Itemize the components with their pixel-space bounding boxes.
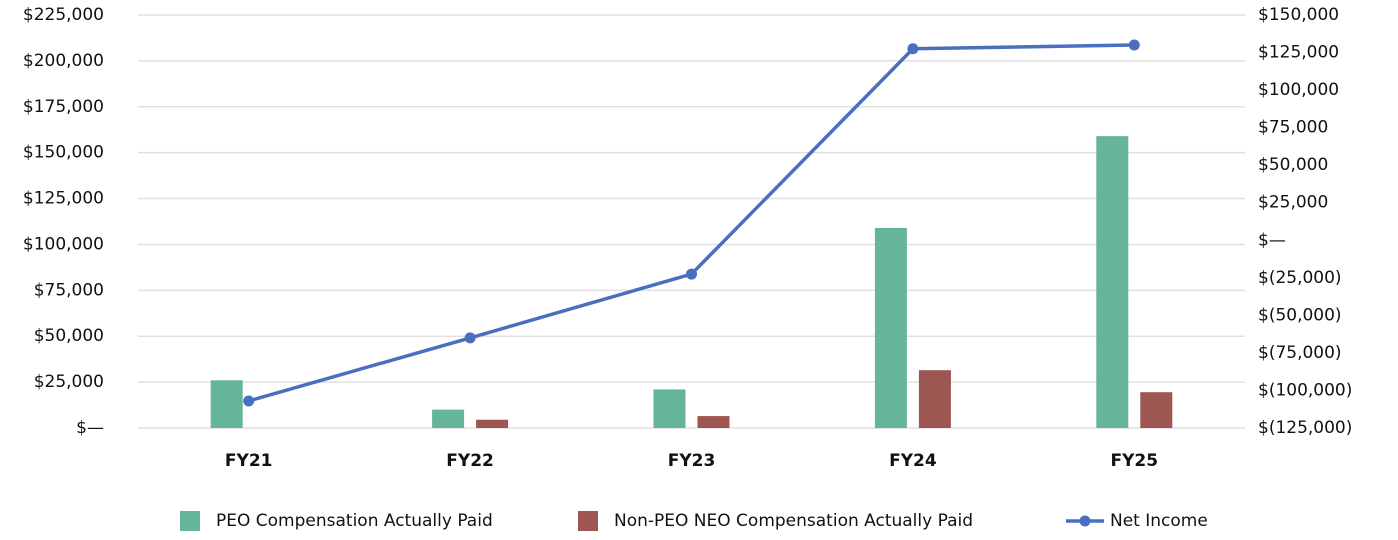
- y2-tick-label: $125,000: [1258, 43, 1339, 63]
- line-point: [464, 332, 476, 344]
- y2-tick-label: $(50,000): [1258, 305, 1342, 325]
- y-tick-label: $75,000: [34, 280, 104, 300]
- y2-tick-label: $75,000: [1258, 118, 1328, 138]
- bar: [476, 419, 509, 428]
- legend-label: Net Income: [1110, 511, 1208, 531]
- y2-tick-label: $(75,000): [1258, 343, 1342, 363]
- legend-label: PEO Compensation Actually Paid: [216, 511, 493, 531]
- x-tick-label: FY24: [889, 451, 937, 471]
- line-point: [686, 268, 697, 280]
- line-point: [907, 43, 919, 55]
- y2-tick-label: $(125,000): [1258, 418, 1352, 438]
- bar: [874, 227, 907, 428]
- y-tick-label: $25,000: [34, 372, 104, 392]
- bar: [1140, 392, 1173, 428]
- y-tick-label: $150,000: [23, 143, 104, 163]
- y-tick-label: $225,000: [23, 5, 104, 25]
- y-tick-label: $50,000: [34, 326, 104, 346]
- y2-tick-label: $25,000: [1258, 193, 1328, 213]
- y2-tick-label: $150,000: [1258, 5, 1339, 25]
- x-tick-label: FY22: [446, 451, 494, 471]
- y-tick-label: $—: [76, 418, 104, 438]
- y2-tick-label: $—: [1258, 230, 1286, 250]
- y2-tick-label: $(100,000): [1258, 380, 1352, 400]
- bar: [210, 380, 243, 428]
- legend-swatch: [578, 511, 598, 531]
- y2-tick-label: $(25,000): [1258, 268, 1342, 288]
- legend-swatch: [180, 511, 200, 531]
- x-tick-label: FY23: [668, 451, 716, 471]
- legend-label: Non-PEO NEO Compensation Actually Paid: [614, 511, 973, 531]
- y-tick-label: $200,000: [23, 51, 104, 71]
- line: [248, 43, 1135, 403]
- bar: [918, 370, 951, 428]
- y-tick-label: $175,000: [23, 97, 104, 117]
- bar: [432, 409, 465, 428]
- y2-tick-label: $50,000: [1258, 155, 1328, 175]
- line-point: [243, 395, 255, 407]
- legend-swatch: [1079, 515, 1091, 527]
- bar: [653, 389, 686, 428]
- y-tick-label: $125,000: [23, 189, 104, 209]
- x-tick-label: FY25: [1111, 451, 1159, 471]
- bar: [1096, 136, 1129, 428]
- y2-tick-label: $100,000: [1258, 80, 1339, 100]
- y-tick-label: $100,000: [23, 234, 104, 254]
- x-tick-label: FY21: [225, 451, 273, 471]
- line-point: [1128, 39, 1140, 51]
- bar: [697, 416, 730, 428]
